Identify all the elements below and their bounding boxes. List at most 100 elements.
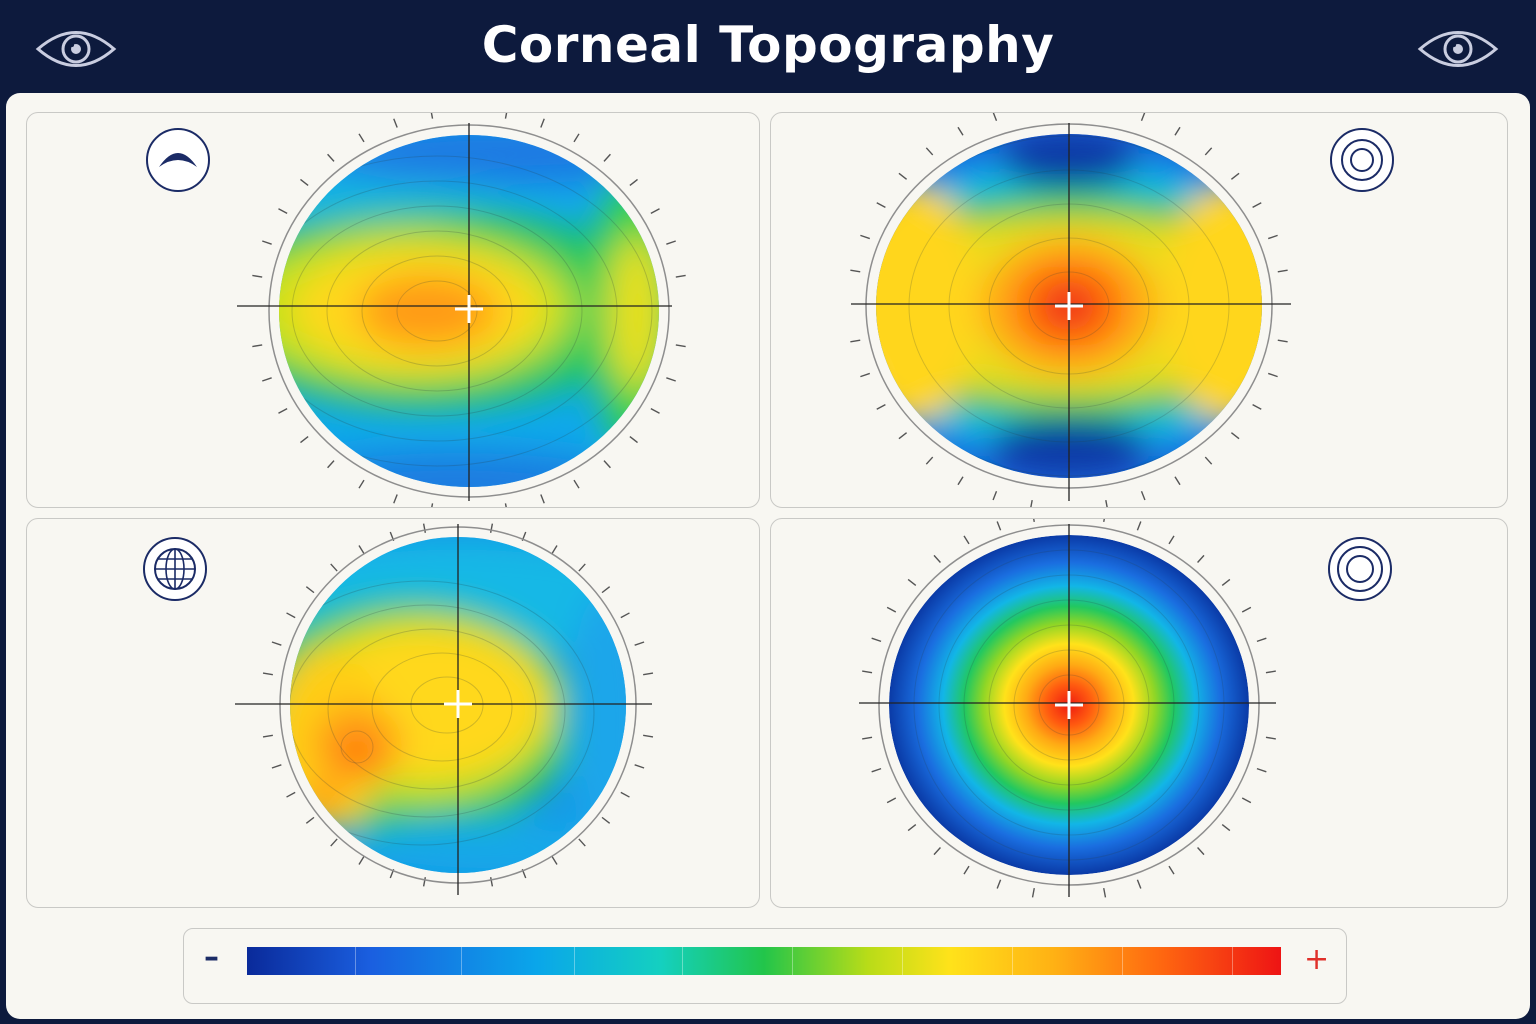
angle-tick: [963, 865, 970, 875]
angle-tick: [876, 202, 886, 209]
angle-tick: [1103, 519, 1105, 522]
angle-tick: [262, 240, 272, 245]
angle-tick: [1221, 578, 1231, 586]
angle-tick: [300, 178, 309, 187]
angle-tick: [330, 563, 338, 572]
angle-tick: [666, 240, 676, 245]
angle-tick: [262, 734, 273, 738]
angle-tick: [271, 764, 282, 769]
angle-tick: [358, 133, 365, 143]
angle-tick: [862, 670, 873, 674]
angular-ticks: [850, 113, 1288, 507]
angle-tick: [907, 578, 917, 586]
angle-tick: [430, 113, 434, 119]
angular-ticks: [862, 519, 1276, 898]
angle-tick: [393, 118, 398, 128]
angle-tick: [850, 269, 861, 273]
angle-tick: [393, 494, 398, 504]
angle-tick: [907, 824, 917, 832]
refractive-power-map: [859, 519, 1276, 898]
angle-tick: [675, 274, 686, 278]
angle-tick: [305, 816, 315, 824]
angle-tick: [603, 153, 611, 162]
angle-tick: [1267, 234, 1278, 240]
angle-tick: [629, 178, 638, 187]
angle-tick: [992, 113, 998, 121]
angle-tick: [1136, 879, 1142, 889]
angle-tick: [886, 606, 897, 613]
angle-tick: [551, 545, 558, 554]
angle-tick: [1256, 637, 1267, 643]
angle-tick: [504, 113, 508, 119]
angle-tick: [1103, 888, 1107, 898]
angle-tick: [327, 460, 335, 469]
concentric-rings-icon: [1330, 128, 1394, 192]
angular-ticks: [252, 113, 686, 507]
angle-tick: [1230, 172, 1240, 180]
angle-tick: [629, 435, 638, 444]
page-title: Corneal Topography: [481, 16, 1055, 74]
scale-max-label: +: [1304, 942, 1330, 977]
angle-tick: [1277, 339, 1288, 343]
angle-tick: [620, 612, 630, 619]
angle-tick: [262, 672, 273, 676]
angle-tick: [1168, 535, 1175, 545]
angle-tick: [358, 479, 365, 489]
angle-tick: [252, 274, 263, 278]
angle-tick: [871, 637, 882, 643]
angle-tick: [1252, 403, 1262, 410]
color-scale-legend: – +: [183, 928, 1347, 1004]
curvature-arc-icon: [146, 128, 210, 192]
angle-tick: [957, 476, 964, 486]
angle-tick: [1204, 456, 1213, 465]
angle-tick: [431, 503, 434, 507]
app-header: Corneal Topography: [0, 0, 1536, 94]
angle-tick: [1221, 824, 1231, 832]
angle-tick: [422, 523, 427, 533]
angle-tick: [578, 838, 586, 847]
angle-tick: [1267, 372, 1278, 378]
angle-tick: [1197, 554, 1205, 563]
angle-tick: [650, 208, 660, 214]
eye-icon: [1417, 31, 1499, 67]
topography-panel-elevation: [26, 518, 760, 908]
angle-tick: [1033, 519, 1035, 522]
angle-tick: [489, 523, 494, 533]
angle-tick: [358, 545, 365, 554]
angle-tick: [489, 877, 494, 887]
angle-tick: [1241, 797, 1252, 804]
angle-tick: [601, 816, 611, 824]
angle-tick: [860, 372, 871, 378]
angle-tick: [871, 767, 882, 773]
angle-tick: [1174, 126, 1181, 136]
topography-panel-axial: [26, 112, 760, 508]
angle-tick: [603, 460, 611, 469]
angle-tick: [1105, 500, 1108, 507]
angle-tick: [925, 147, 934, 156]
angle-tick: [358, 856, 365, 865]
angle-tick: [1140, 113, 1146, 121]
angle-tick: [634, 641, 645, 646]
angle-tick: [860, 234, 871, 240]
angle-tick: [1030, 500, 1033, 507]
angle-tick: [634, 764, 645, 769]
elevation-map: [235, 523, 654, 895]
topography-panel-tangential: [770, 112, 1508, 508]
angle-tick: [252, 344, 263, 348]
color-scale-bar: [247, 947, 1281, 975]
tangential-curvature-map: [850, 113, 1291, 507]
globe-icon: [143, 537, 207, 601]
angle-tick: [573, 133, 580, 143]
angle-tick: [300, 435, 309, 444]
angle-tick: [957, 126, 964, 136]
angle-tick: [1197, 847, 1205, 856]
angle-tick: [278, 408, 288, 414]
topography-panel-refractive: [770, 518, 1508, 908]
angle-tick: [1256, 767, 1267, 773]
angle-tick: [898, 432, 908, 440]
angle-tick: [886, 797, 897, 804]
angle-tick: [422, 877, 427, 887]
angle-tick: [1277, 269, 1288, 273]
angle-tick: [992, 491, 998, 501]
angle-tick: [1140, 491, 1146, 501]
